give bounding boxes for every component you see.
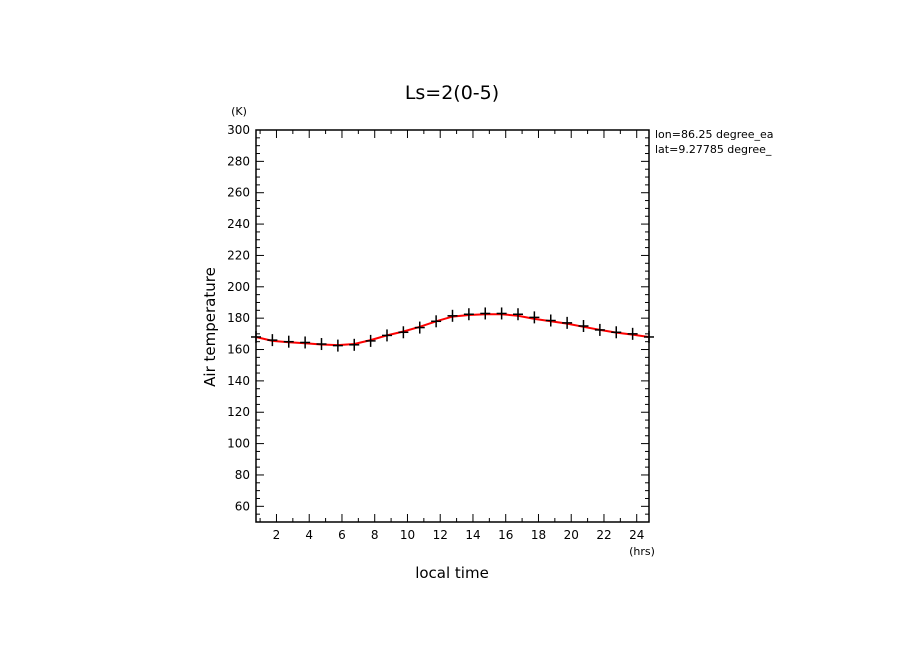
y-tick-label: 200 xyxy=(227,280,250,294)
x-tick-label: 6 xyxy=(338,528,346,542)
x-unit-label: (hrs) xyxy=(629,545,655,558)
x-tick-label: 12 xyxy=(433,528,448,542)
data-point xyxy=(627,327,638,340)
data-point xyxy=(316,338,327,351)
y-tick-label: 160 xyxy=(227,343,250,357)
data-point xyxy=(300,336,311,349)
y-tick-label: 80 xyxy=(235,468,250,482)
x-axis-label: local time xyxy=(415,564,489,582)
y-tick-label: 100 xyxy=(227,437,250,451)
y-tick-label: 180 xyxy=(227,311,250,325)
y-tick-label: 300 xyxy=(227,123,250,137)
data-point xyxy=(644,330,654,343)
data-point xyxy=(251,330,261,343)
data-point xyxy=(578,320,589,332)
x-tick-label: 2 xyxy=(273,528,281,542)
x-tick-label: 24 xyxy=(629,528,644,542)
data-point xyxy=(463,308,474,321)
data-point xyxy=(267,334,278,347)
data-point xyxy=(545,314,556,327)
data-point xyxy=(283,335,294,348)
annotation-lat: lat=9.27785 degree_ xyxy=(655,143,772,156)
data-point xyxy=(529,311,540,324)
y-tick-label: 140 xyxy=(227,374,250,388)
x-tick-label: 14 xyxy=(465,528,480,542)
y-tick-label: 260 xyxy=(227,186,250,200)
x-axis-ticks: 2 4 6 8 10 12 14 16 18 20 22 24 xyxy=(259,130,644,542)
series-marker-layer xyxy=(251,307,654,352)
x-tick-label: 22 xyxy=(596,528,611,542)
y-axis-ticks: 60 80 100 120 140 160 180 200 220 240 260 280 300 xyxy=(227,123,649,515)
data-point xyxy=(414,321,425,334)
chart-title: Ls=2(0-5) xyxy=(405,82,499,104)
x-tick-label: 10 xyxy=(400,528,415,542)
x-tick-label: 8 xyxy=(371,528,379,542)
data-point xyxy=(611,326,622,339)
data-point xyxy=(332,339,343,352)
plot-frame xyxy=(255,129,650,523)
data-point xyxy=(365,334,376,347)
data-point xyxy=(398,326,409,339)
data-point xyxy=(480,307,491,320)
data-point xyxy=(496,307,507,320)
y-tick-label: 280 xyxy=(227,154,250,168)
x-tick-label: 16 xyxy=(498,528,513,542)
y-tick-label: 120 xyxy=(227,405,250,419)
x-tick-label: 20 xyxy=(564,528,579,542)
annotation-lon: lon=86.25 degree_ea xyxy=(655,128,774,141)
data-point xyxy=(382,329,392,342)
data-point xyxy=(431,315,442,328)
y-unit-label: (K) xyxy=(231,105,247,118)
data-point xyxy=(594,323,605,336)
x-tick-label: 18 xyxy=(531,528,546,542)
y-axis-label: Air temperature xyxy=(201,267,219,387)
y-tick-label: 60 xyxy=(235,499,250,513)
data-point xyxy=(447,309,458,322)
x-tick-label: 4 xyxy=(305,528,313,542)
y-tick-label: 220 xyxy=(227,248,250,262)
data-point xyxy=(349,338,360,351)
data-point xyxy=(513,308,523,321)
data-point xyxy=(562,316,573,329)
y-tick-label: 240 xyxy=(227,217,250,231)
